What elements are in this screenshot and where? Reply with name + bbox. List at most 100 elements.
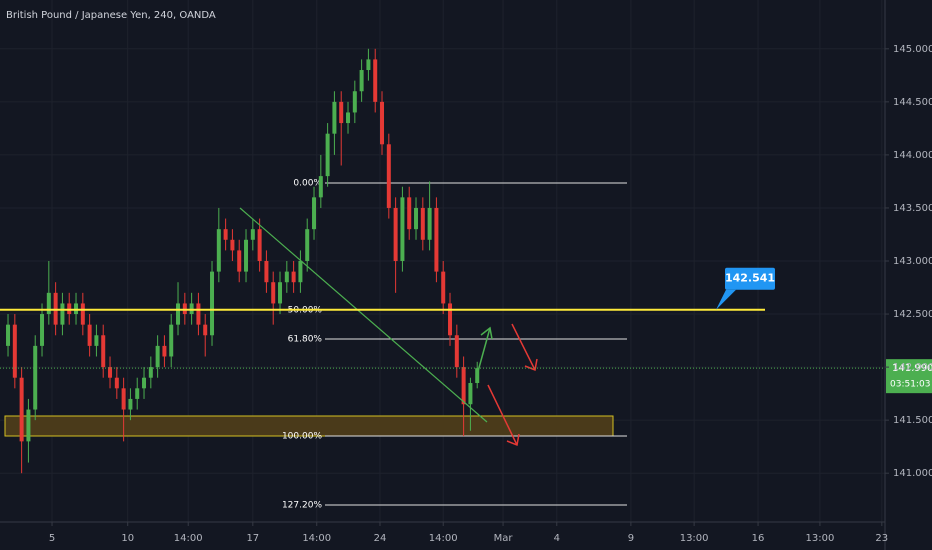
candle-body [414, 207, 419, 230]
arrow-head [524, 358, 538, 372]
y-tick-label: 143.500 [893, 203, 932, 214]
candle-body [121, 388, 126, 410]
fib-label: 100.00% [282, 432, 322, 442]
candle-body [210, 271, 215, 336]
candle-body [339, 101, 344, 124]
candle-body [346, 112, 351, 124]
candle-body [162, 345, 167, 357]
x-tick-label: 24 [374, 533, 387, 544]
candle-body [291, 271, 296, 283]
arrow [487, 384, 518, 446]
x-tick-label: 10 [121, 533, 134, 544]
x-tick-label: 14:00 [174, 533, 203, 544]
candle-body [46, 292, 51, 315]
candle-body [386, 144, 391, 208]
candle-body [407, 197, 412, 230]
candle-body [216, 229, 221, 272]
candle-body [80, 303, 85, 325]
candle-body [312, 197, 317, 230]
candle-body [366, 59, 371, 71]
candle-body [393, 207, 398, 261]
candle-body [203, 324, 208, 336]
level-callout-label: 142.541 [725, 272, 775, 285]
x-tick-label: 23 [875, 533, 888, 544]
candle-body [284, 271, 289, 283]
trend-line [239, 207, 488, 423]
x-tick-label: 9 [628, 533, 634, 544]
candle-body [427, 207, 432, 240]
candle-body [19, 377, 24, 442]
y-tick-label: 144.500 [893, 97, 932, 108]
support-zone [4, 415, 614, 437]
candle-body [257, 229, 262, 261]
arrow [476, 327, 491, 376]
y-tick-label: 143.000 [893, 256, 932, 267]
candle-body [352, 91, 357, 113]
candle-body [318, 176, 323, 198]
candle-body [448, 303, 453, 336]
candle-body [135, 388, 140, 399]
candle-body [108, 367, 113, 378]
candle-body [148, 367, 153, 378]
countdown-label: 03:51:03 [890, 380, 930, 390]
candle-body [12, 324, 17, 378]
candle-body [305, 229, 310, 261]
candle-body [33, 345, 38, 410]
candle-body [223, 229, 228, 240]
x-tick-label: 4 [554, 533, 560, 544]
candle-body [454, 335, 459, 368]
candle-body [359, 70, 364, 92]
candle-body [325, 133, 330, 177]
candle-body [434, 207, 439, 272]
fib-lines [325, 182, 627, 506]
candle-body [250, 229, 255, 240]
last-price-label: 141.990 [892, 363, 932, 374]
candle-body [380, 101, 385, 145]
candle-body [475, 368, 480, 384]
candle-body [40, 314, 45, 346]
candle-body [461, 367, 466, 405]
candle-body [237, 250, 242, 272]
candle-body [155, 345, 160, 368]
y-tick-label: 141.500 [893, 415, 932, 426]
x-tick-label: 16 [752, 533, 765, 544]
candle-body [169, 324, 174, 357]
candle-body [298, 261, 303, 283]
candle-body [101, 335, 106, 368]
overlay: 142.541 141.990 03:51:03 [0, 267, 932, 394]
candle-body [468, 383, 473, 405]
candle-body [94, 335, 99, 346]
arrows [476, 323, 538, 447]
chart-title: British Pound / Japanese Yen, 240, OANDA [6, 10, 216, 21]
candle-body [142, 377, 147, 389]
candle-body [26, 409, 31, 442]
x-tick-label: 13:00 [806, 533, 835, 544]
candle-body [264, 261, 269, 283]
y-tick-label: 142.500 [893, 309, 932, 320]
candle-body [60, 303, 65, 325]
candle-body [196, 303, 201, 325]
candle-body [176, 303, 181, 325]
last-price-box [886, 359, 932, 394]
candle-body [278, 282, 283, 304]
y-tick-label: 141.000 [893, 468, 932, 479]
candle-body [332, 101, 337, 134]
x-tick-label: 14:00 [302, 533, 331, 544]
candle-body [87, 324, 92, 346]
level-callout-pointer [716, 289, 736, 310]
candle-body [400, 197, 405, 261]
arrow-head [480, 326, 493, 340]
level-callout [725, 267, 775, 290]
candle-body [271, 282, 276, 304]
candle-body [441, 271, 446, 304]
candle-body [244, 239, 249, 272]
fib-label: 0.00% [293, 179, 322, 189]
candle-body [230, 239, 235, 251]
arrow-head [506, 433, 520, 447]
y-tick-label: 144.000 [893, 150, 932, 161]
candle-body [114, 377, 119, 389]
fib-label: 127.20% [282, 501, 322, 511]
